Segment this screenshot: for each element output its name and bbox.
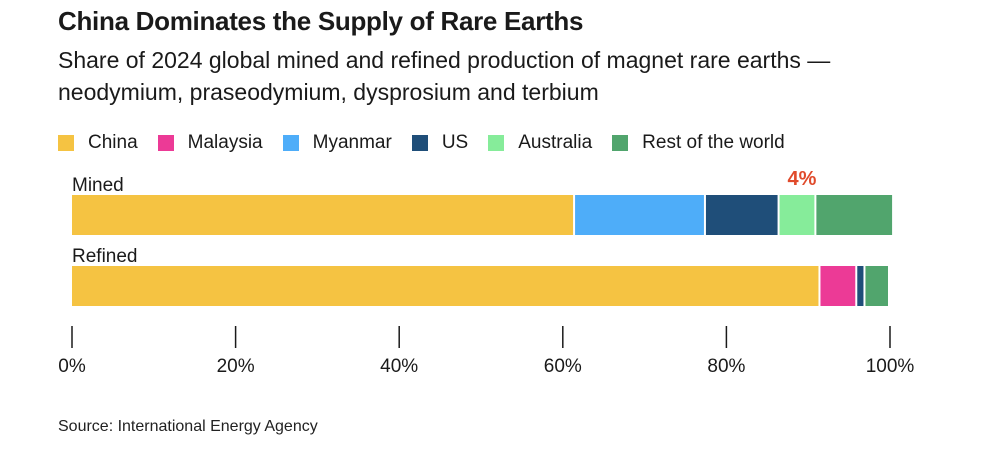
x-tick-label-4: 80% <box>707 356 745 377</box>
legend: China Malaysia Myanmar US Australia Rest… <box>58 132 805 154</box>
bar-mined-us <box>705 195 778 235</box>
legend-label-us: US <box>441 132 469 153</box>
bar-mined-australia <box>779 195 815 235</box>
bar-refined-china <box>72 266 819 306</box>
legend-swatch-rest-of-world <box>612 135 629 151</box>
legend-swatch-us <box>411 135 428 151</box>
legend-swatch-malaysia <box>157 135 174 151</box>
bar-mined-myanmar <box>575 195 704 235</box>
x-tick-label-0: 0% <box>58 356 86 377</box>
legend-swatch-australia <box>488 135 505 151</box>
bar-mined-china <box>72 195 574 235</box>
legend-item-us: US <box>411 132 469 154</box>
legend-swatch-china <box>58 135 74 151</box>
source-note: Source: International Energy Agency <box>58 418 318 435</box>
x-tick-label-1: 20% <box>217 356 255 377</box>
chart-title: China Dominates the Supply of Rare Earth… <box>58 6 584 36</box>
bar-refined-malaysia <box>820 266 856 306</box>
legend-item-myanmar: Myanmar <box>282 132 392 154</box>
legend-item-rest-of-world: Rest of the world <box>612 132 785 154</box>
x-tick-label-2: 40% <box>380 356 418 377</box>
legend-label-china: China <box>88 132 138 153</box>
legend-item-australia: Australia <box>488 132 592 154</box>
legend-item-malaysia: Malaysia <box>157 132 263 154</box>
legend-swatch-myanmar <box>282 135 299 151</box>
bar-mined-rest-of-the-world <box>816 195 893 235</box>
bar-refined-rest-of-the-world <box>865 266 888 306</box>
x-tick-label-5: 100% <box>866 356 915 377</box>
legend-label-malaysia: Malaysia <box>187 132 263 153</box>
x-tick-label-3: 60% <box>544 356 582 377</box>
bar-refined-us <box>857 266 864 306</box>
legend-label-myanmar: Myanmar <box>312 132 392 153</box>
annotation-australia: 4% <box>788 168 817 190</box>
category-label-mined: Mined <box>72 175 124 196</box>
legend-label-rest-of-world: Rest of the world <box>642 132 785 153</box>
legend-label-australia: Australia <box>518 132 593 153</box>
legend-item-china: China <box>58 132 138 154</box>
chart-subtitle: Share of 2024 global mined and refined p… <box>58 47 831 105</box>
category-label-refined: Refined <box>72 246 138 267</box>
